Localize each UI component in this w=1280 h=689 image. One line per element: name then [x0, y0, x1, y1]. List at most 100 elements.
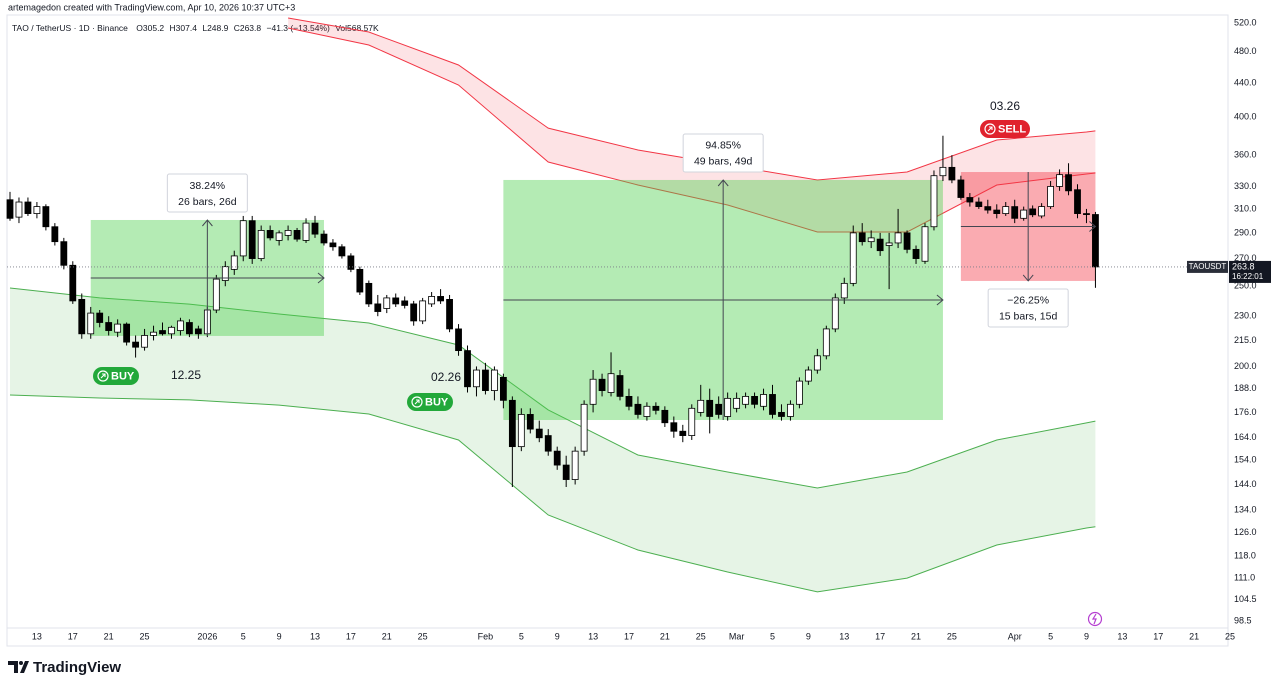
- candle-body: [123, 323, 131, 343]
- x-tick-label: 13: [839, 631, 849, 641]
- band-line: [287, 27, 1096, 233]
- candle-body: [446, 299, 453, 330]
- candle-body: [526, 414, 534, 430]
- candle-body: [697, 399, 705, 413]
- candle-body: [96, 312, 104, 323]
- candle-body: [473, 369, 480, 388]
- candle-body: [580, 403, 588, 452]
- candle-body: [742, 396, 749, 405]
- legend: TAO / TetherUS · 1D · Binance O305.2 H30…: [12, 23, 379, 33]
- y-tick-label: 250.0: [1234, 281, 1257, 291]
- candle-body: [464, 350, 471, 388]
- range-change: 94.85%: [705, 140, 741, 152]
- signal-label: BUY: [425, 396, 449, 408]
- countdown: 16:22:01: [1232, 272, 1264, 281]
- y-tick-label: 164.0: [1234, 432, 1257, 442]
- y-tick-label: 330.0: [1234, 181, 1257, 191]
- x-tick-label: Mar: [729, 631, 745, 641]
- x-tick-label: 13: [310, 631, 320, 641]
- range-arrow-head: [1022, 274, 1034, 282]
- y-tick-label: 144.0: [1234, 479, 1257, 489]
- candle-body: [715, 403, 723, 415]
- candle-body: [302, 222, 310, 241]
- candle-body: [724, 397, 732, 417]
- candle-body: [212, 278, 220, 311]
- candle-body: [993, 209, 1001, 214]
- ohlc-open: O305.2: [136, 23, 164, 33]
- y-tick-label: 188.0: [1234, 383, 1257, 393]
- candle-body: [813, 355, 821, 371]
- y-tick-label: 104.5: [1234, 594, 1257, 604]
- x-tick-label: 25: [947, 631, 957, 641]
- credit: artemagedon created with TradingView.com…: [8, 2, 295, 12]
- candle-body: [796, 380, 803, 405]
- candle-body: [634, 403, 642, 415]
- candle-body: [1047, 186, 1054, 208]
- logo-dot: [19, 661, 23, 665]
- alert-icon: [1087, 611, 1103, 627]
- candle-body: [804, 369, 812, 382]
- y-tick-label: 230.0: [1234, 311, 1257, 321]
- candle-body: [499, 376, 507, 401]
- candle-body: [383, 297, 391, 309]
- candle-body: [1002, 206, 1010, 214]
- x-tick-label: 13: [1117, 631, 1127, 641]
- candle-body: [1092, 214, 1099, 268]
- candle-body: [69, 264, 77, 302]
- band-fill: [288, 18, 1096, 232]
- candle-body: [616, 375, 624, 397]
- candle-body: [392, 297, 400, 305]
- candle-body: [132, 341, 139, 348]
- x-tick-label: 21: [911, 631, 921, 641]
- candle-body: [562, 464, 570, 480]
- candle-body: [508, 399, 516, 448]
- range-arrow-head: [936, 294, 944, 306]
- y-tick-label: 134.0: [1234, 505, 1257, 515]
- candle-body: [78, 299, 86, 335]
- x-tick-label: 5: [241, 631, 246, 641]
- y-tick-label: 154.0: [1234, 455, 1257, 465]
- candle-body: [293, 230, 301, 240]
- x-tick-label: 9: [1084, 631, 1089, 641]
- signal-icon: [411, 396, 423, 408]
- x-tick-label: 17: [1153, 631, 1163, 641]
- signal-icon-arrow: [987, 126, 993, 132]
- range-arrow-head: [1089, 221, 1097, 232]
- range-label-box: [987, 288, 1069, 328]
- signal-date: 03.26: [990, 99, 1020, 113]
- candle-body: [652, 405, 660, 411]
- candle-body: [840, 282, 848, 299]
- signal-icon: [984, 123, 996, 135]
- range-arrow-head: [317, 272, 325, 284]
- range-arrow-head: [717, 179, 729, 187]
- x-tick-label: 13: [32, 631, 42, 641]
- candle-body: [975, 201, 983, 208]
- y-tick-label: 290.0: [1234, 227, 1257, 237]
- candle-body: [751, 396, 758, 405]
- logo-mark: [8, 661, 29, 673]
- candle-body: [894, 232, 902, 244]
- candle-body: [159, 330, 166, 335]
- candle-body: [1038, 206, 1046, 217]
- x-tick-label: 9: [277, 631, 282, 641]
- x-tick-label: 21: [382, 631, 392, 641]
- candle-body: [42, 206, 50, 228]
- y-tick-label: 310.0: [1234, 203, 1257, 213]
- candle-body: [186, 322, 193, 335]
- range-label-box: [682, 133, 764, 173]
- candle-body: [177, 320, 184, 331]
- candle-body: [105, 322, 113, 331]
- x-tick-label: 2026: [197, 631, 217, 641]
- candle-body: [87, 312, 95, 335]
- candle-body: [957, 179, 965, 198]
- candle-body: [679, 430, 687, 436]
- price-tag: 263.8: [1232, 261, 1255, 271]
- candle-body: [114, 323, 122, 333]
- signal-icon-arrow: [414, 399, 420, 405]
- candle-body: [15, 201, 23, 218]
- candle-body: [257, 230, 265, 259]
- candle-body: [230, 255, 238, 270]
- candle-body: [248, 220, 256, 259]
- x-tick-label: 9: [806, 631, 811, 641]
